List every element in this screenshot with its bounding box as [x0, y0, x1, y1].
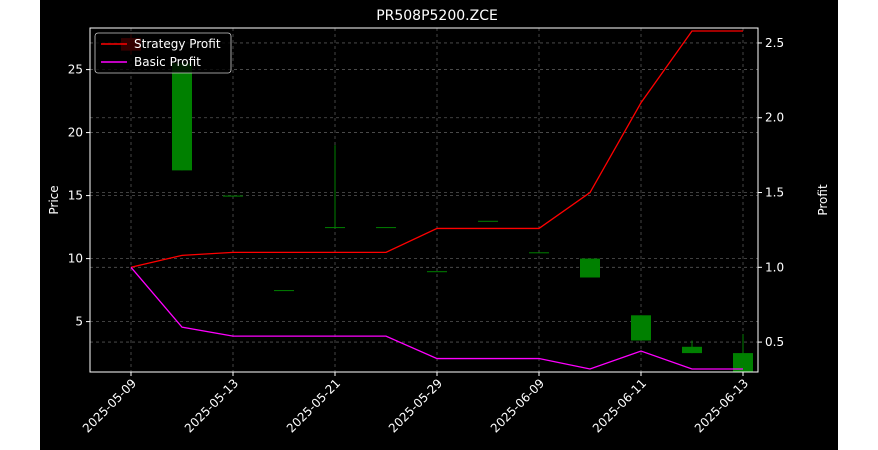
series-line-strategy-profit — [130, 30, 743, 268]
candle-body-2 — [223, 195, 243, 197]
candle-body-8 — [529, 252, 549, 254]
right-tick-label-0: 0.5 — [765, 335, 784, 349]
plot-frame — [89, 27, 759, 373]
left-axis: 5 10 15 20 25 — [68, 63, 90, 329]
candle-body-5 — [376, 227, 396, 229]
right-axis-label: Profit — [816, 184, 830, 216]
candle-body-6 — [427, 271, 447, 273]
series-line-basic-profit — [130, 266, 743, 370]
candle-body-10 — [631, 315, 651, 341]
left-tick-label-0: 5 — [75, 315, 83, 329]
candle-body-7 — [478, 220, 498, 222]
left-tick-label-2: 15 — [68, 189, 83, 203]
right-tick-label-4: 2.5 — [765, 36, 784, 50]
left-tick-label-4: 25 — [68, 63, 83, 77]
legend-box — [94, 32, 232, 74]
left-axis-label: Price — [47, 185, 61, 214]
candle-body-3 — [274, 290, 294, 292]
candle-body-1 — [172, 63, 192, 171]
left-tick-label-3: 20 — [68, 126, 83, 140]
right-tick-label-1: 1.0 — [765, 260, 784, 274]
candle-body-12 — [733, 353, 753, 372]
legend-label-strategy: Strategy Profit — [134, 37, 221, 51]
left-tick-label-1: 10 — [68, 252, 83, 266]
right-tick-label-3: 2.0 — [765, 111, 784, 125]
legend: Strategy Profit Basic Profit — [94, 32, 232, 74]
candle-body-4 — [325, 227, 345, 229]
chart-title: PR508P5200.ZCE — [376, 8, 498, 24]
candle-body-11 — [682, 346, 702, 354]
profit-lines — [130, 30, 743, 370]
legend-label-basic: Basic Profit — [134, 55, 201, 69]
right-tick-label-2: 1.5 — [765, 186, 784, 200]
candle-body-9 — [580, 258, 600, 278]
right-axis: 0.5 1.0 1.5 2.0 2.5 — [758, 36, 784, 349]
